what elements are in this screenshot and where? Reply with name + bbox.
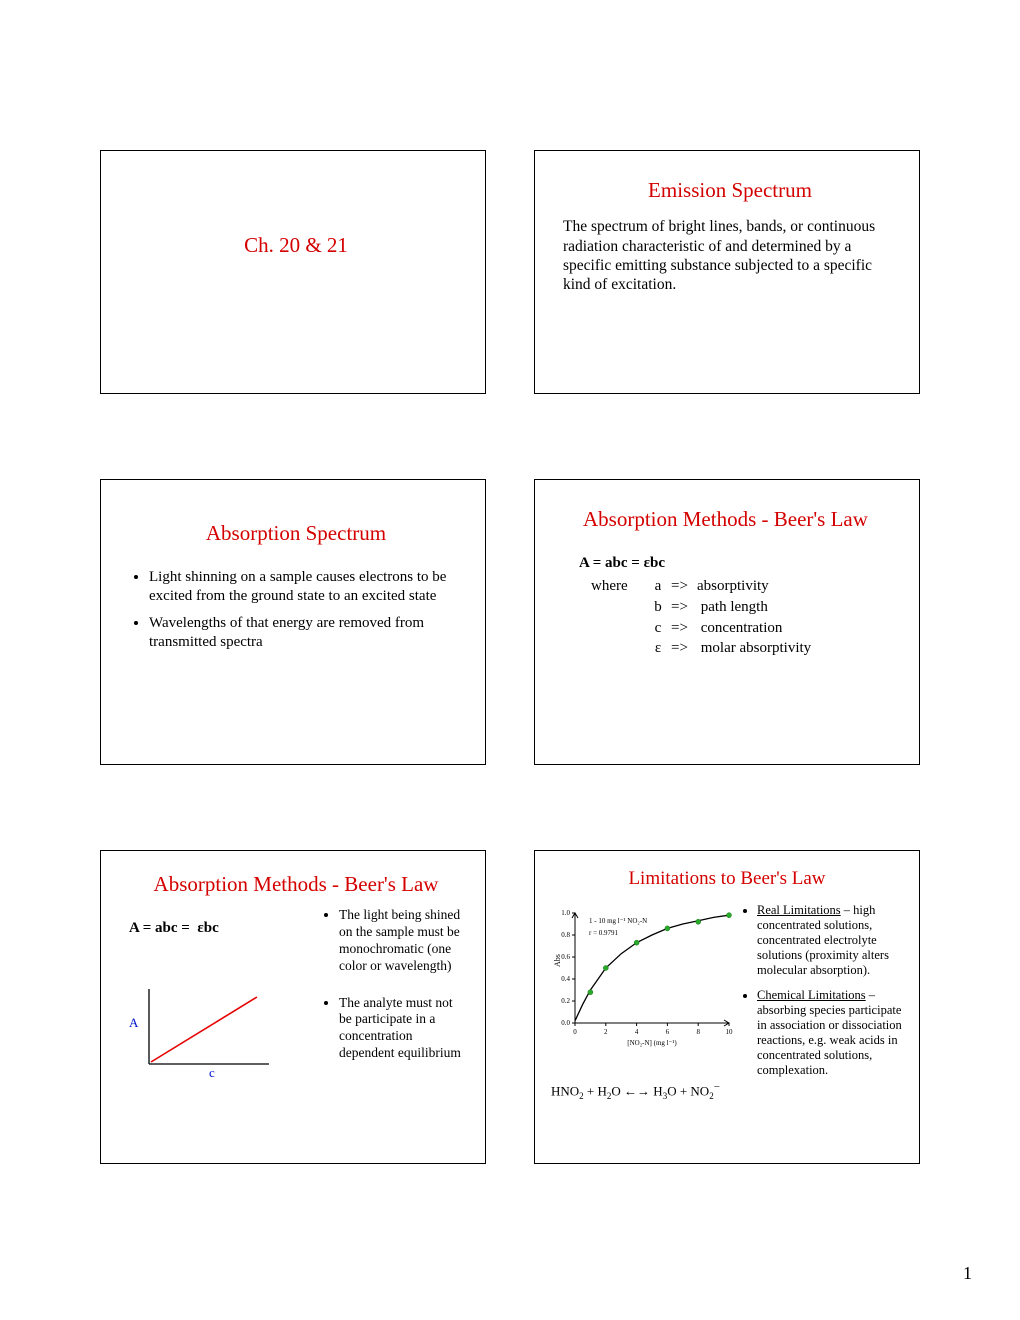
page-number: 1: [963, 1263, 972, 1284]
arrow-icon: =>: [671, 639, 697, 658]
list-item: Chemical Limitations – absorbing species…: [757, 988, 907, 1078]
svg-text:0.2: 0.2: [561, 997, 570, 1005]
slide-5-right-col: The light being shined on the sample mus…: [311, 907, 467, 1082]
where-label: where: [591, 577, 645, 596]
arrow-icon: =>: [671, 577, 697, 596]
slide-5-linegraph: A c: [129, 979, 279, 1079]
svg-text:4: 4: [635, 1028, 639, 1036]
slide-6-title: Limitations to Beer's Law: [549, 867, 905, 891]
list-item: Real Limitations – high concentrated sol…: [757, 903, 907, 978]
y-axis-label: Abs: [553, 954, 563, 967]
slide-4-formula: A = abc = εbc: [579, 554, 897, 573]
list-item: Light shinning on a sample causes electr…: [149, 568, 463, 606]
def-sym: c: [645, 619, 671, 638]
slide-5-formula: A = abc = εbc: [129, 919, 219, 938]
slide-6-right-col: Real Limitations – high concentrated sol…: [743, 903, 907, 1088]
slide-1: Ch. 20 & 21: [100, 150, 486, 394]
list-item: The light being shined on the sample mus…: [339, 907, 467, 975]
curve-chart-svg: 0.00.20.40.60.81.00246810[NO₂-N] (mg l⁻¹…: [549, 905, 735, 1055]
svg-text:10: 10: [726, 1028, 734, 1036]
slide-2-title: Emission Spectrum: [563, 177, 897, 203]
list-item: The analyte must not be participate in a…: [339, 995, 467, 1063]
slide-6-curve-chart: 0.00.20.40.60.81.00246810[NO₂-N] (mg l⁻¹…: [549, 905, 735, 1055]
svg-text:8: 8: [696, 1028, 700, 1036]
slide-6: Limitations to Beer's Law 0.00.20.40.60.…: [534, 850, 920, 1164]
slide-6-equation: HNO2 + H2O ←→ H3O + NO2−: [551, 1081, 720, 1102]
svg-text:r = 0.9791: r = 0.9791: [589, 929, 619, 937]
axis-label-c: c: [209, 1065, 215, 1081]
list-item: Wavelengths of that energy are removed f…: [149, 614, 463, 652]
def-text: path length: [701, 598, 768, 617]
def-sym: a: [645, 577, 671, 596]
svg-text:0.8: 0.8: [561, 931, 570, 939]
slide-4-title: Absorption Methods - Beer's Law: [569, 506, 897, 532]
def-text: absorptivity: [697, 577, 769, 596]
limitation-label: Real Limitations: [757, 903, 841, 917]
svg-text:0: 0: [573, 1028, 577, 1036]
svg-text:1 - 10 mg l⁻¹ NO₂-N: 1 - 10 mg l⁻¹ NO₂-N: [589, 917, 647, 925]
svg-text:[NO₂-N] (mg l⁻¹): [NO₂-N] (mg l⁻¹): [627, 1039, 677, 1047]
slide-5-title: Absorption Methods - Beer's Law: [129, 871, 463, 897]
slide-4: Absorption Methods - Beer's Law A = abc …: [534, 479, 920, 765]
slide-1-title: Ch. 20 & 21: [244, 232, 348, 258]
arrow-icon: =>: [671, 598, 697, 617]
def-text: molar absorptivity: [701, 639, 811, 658]
def-sym: ε: [645, 639, 671, 658]
svg-text:1.0: 1.0: [561, 909, 570, 917]
slide-5: Absorption Methods - Beer's Law A = abc …: [100, 850, 486, 1164]
slide-2-body: The spectrum of bright lines, bands, or …: [563, 217, 897, 295]
def-text: concentration: [701, 619, 783, 638]
slide-2: Emission Spectrum The spectrum of bright…: [534, 150, 920, 394]
svg-text:6: 6: [666, 1028, 670, 1036]
def-sym: b: [645, 598, 671, 617]
arrow-icon: =>: [671, 619, 697, 638]
limitation-label: Chemical Limitations: [757, 988, 866, 1002]
slide-4-defs: wherea=>absorptivity b=> path length c=>…: [591, 577, 897, 658]
slide-3-title: Absorption Spectrum: [129, 520, 463, 546]
svg-text:2: 2: [604, 1028, 608, 1036]
svg-text:0.4: 0.4: [561, 975, 570, 983]
slide-3: Absorption Spectrum Light shinning on a …: [100, 479, 486, 765]
svg-text:0.0: 0.0: [561, 1019, 570, 1027]
linegraph-svg: [129, 979, 279, 1079]
axis-label-A: A: [129, 1015, 138, 1031]
slide-3-list: Light shinning on a sample causes electr…: [129, 568, 463, 651]
